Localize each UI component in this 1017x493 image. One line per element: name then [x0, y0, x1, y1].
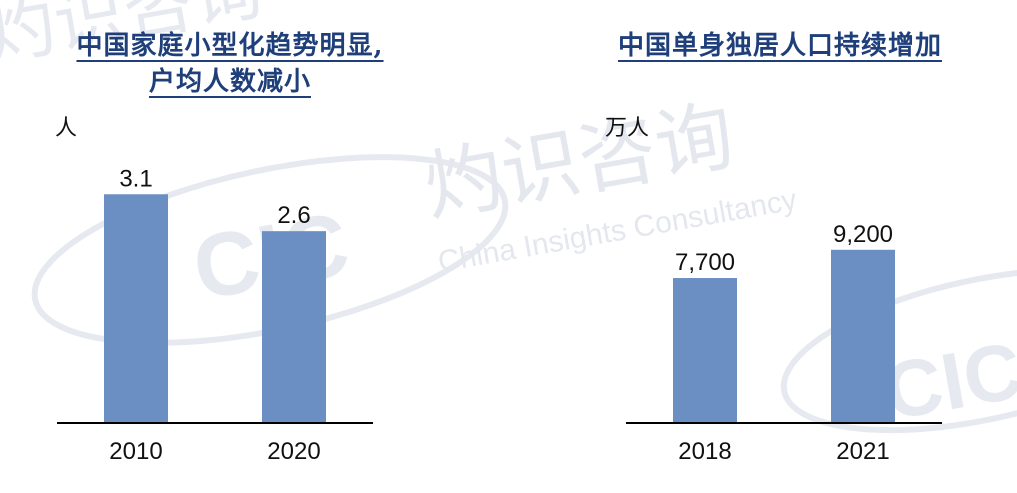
chart1-bar-2010 — [104, 194, 168, 423]
chart1-tick-label: 2020 — [267, 438, 320, 465]
chart1-value-label: 2.6 — [277, 202, 310, 229]
chart2-bar-2018 — [673, 278, 737, 423]
chart2-unit-label: 万人 — [605, 116, 650, 141]
chart1-title-line-1: 中国家庭小型化趋势明显, — [76, 31, 384, 61]
chart2-title: 中国单身独居人口持续增加 — [585, 28, 975, 64]
chart2-title-line-1: 中国单身独居人口持续增加 — [617, 31, 942, 61]
chart1-bar-2020 — [262, 231, 326, 423]
chart1-title: 中国家庭小型化趋势明显, 户均人数减小 — [40, 28, 420, 100]
chart1-tick-label: 2010 — [109, 438, 162, 465]
chart2-tick-label: 2018 — [678, 438, 731, 465]
chart2-value-label: 9,200 — [833, 221, 893, 248]
chart2-bar-2021 — [831, 249, 895, 423]
chart1-value-label: 3.1 — [119, 165, 152, 192]
chart2-value-label: 7,700 — [675, 249, 735, 276]
chart1-unit-label: 人 — [55, 116, 78, 141]
chart1-title-line-2: 户均人数减小 — [148, 67, 311, 97]
chart2-tick-label: 2021 — [836, 438, 889, 465]
